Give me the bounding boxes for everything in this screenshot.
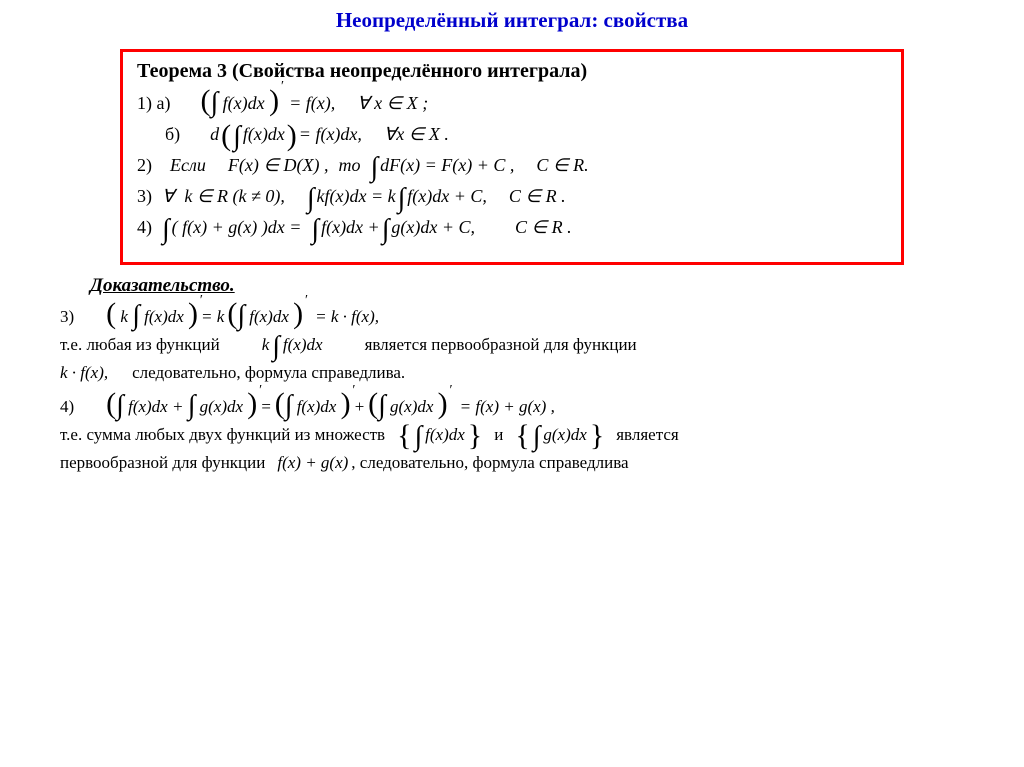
body: f(x)dx	[249, 307, 289, 326]
tail: C ∈ R .	[515, 217, 572, 238]
expr: f(x)dx +	[321, 217, 380, 238]
proof-body: 3) ( k ∫ f(x)dx )′ = k (∫ f(x)dx )′ = k …	[60, 307, 984, 473]
k: k	[120, 307, 128, 326]
rhs: = k · f(x),	[315, 307, 379, 327]
eq: =	[260, 397, 271, 417]
set: g(x)dx	[543, 425, 586, 445]
page-title: Неопределённый интеграл: свойства	[0, 0, 1024, 33]
text: т.е. сумма любых двух функций из множест…	[60, 425, 385, 445]
tail: C ∈ R .	[509, 186, 566, 207]
proof-4-text2: первообразной для функции f(x) + g(x) , …	[60, 453, 984, 473]
expr: dF(x) = F(x) + C ,	[380, 155, 514, 176]
tail: ∀ x ∈ X ;	[357, 93, 428, 114]
text: , следовательно, формула справедлива	[351, 453, 628, 473]
fn: f(x) + g(x)	[277, 453, 348, 473]
text: первообразной для функции	[60, 453, 265, 473]
expr: ( f(x) + g(x) )dx =	[172, 217, 302, 238]
theorem-heading: Теорема 3 (Свойства неопределённого инте…	[137, 60, 887, 83]
tail: C ∈ R.	[536, 155, 588, 176]
expr: = f(x),	[289, 93, 335, 114]
expr: f(x)dx	[243, 124, 285, 145]
proof-3-eq: 3) ( k ∫ f(x)dx )′ = k (∫ f(x)dx )′ = k …	[60, 307, 984, 327]
label-4: 4)	[137, 217, 152, 238]
e: f(x)dx	[297, 397, 337, 416]
e: f(x)dx +	[128, 397, 183, 416]
d: d	[210, 124, 219, 145]
proof-heading: Доказательство.	[90, 275, 1024, 297]
proof-3-text1: т.е. любая из функций k ∫ f(x)dx являетс…	[60, 335, 984, 355]
set: f(x)dx	[425, 425, 465, 445]
fn: k · f(x),	[60, 363, 108, 383]
rhs: = f(x) + g(x) ,	[460, 397, 555, 417]
plus: +	[354, 397, 365, 417]
text: является	[616, 425, 678, 445]
theorem-line-2: 2) Если F(x) ∈ D(X) , то ∫ dF(x) = F(x) …	[137, 155, 887, 176]
body: f(x)dx	[283, 335, 323, 355]
label-3: 3)	[60, 307, 74, 327]
label-3: 3)	[137, 186, 152, 207]
label-1b: б)	[165, 124, 180, 145]
theorem-line-1a: 1) а) (∫ f(x)dx )′ = f(x), ∀ x ∈ X ;	[137, 93, 887, 114]
and: и	[494, 425, 503, 445]
label-1a: 1) а)	[137, 93, 170, 114]
k: k	[262, 335, 270, 355]
body: f(x)dx	[144, 307, 184, 326]
cond: F(x) ∈ D(X) ,	[228, 155, 329, 176]
e: g(x)dx	[390, 397, 433, 416]
mid: = k	[201, 307, 224, 327]
expr: = f(x)dx,	[299, 124, 362, 145]
expr: kf(x)dx = k	[317, 186, 396, 207]
text: следовательно, формула справедлива.	[132, 363, 405, 383]
text: является первообразной для функции	[365, 335, 637, 355]
e: g(x)dx	[200, 397, 243, 416]
theorem-line-1b: б) d (∫ f(x)dx ) = f(x)dx, ∀x ∈ X .	[137, 124, 887, 145]
proof-4-eq: 4) (∫ f(x)dx + ∫ g(x)dx )′ = (∫ f(x)dx )…	[60, 397, 984, 417]
label-4: 4)	[60, 397, 74, 417]
text: т.е. любая из функций	[60, 335, 220, 355]
theorem-line-4: 4) ∫ ( f(x) + g(x) )dx = ∫ f(x)dx + ∫ g(…	[137, 217, 887, 238]
proof-3-text2: k · f(x), следовательно, формула справед…	[60, 363, 984, 383]
tail: ∀x ∈ X .	[384, 124, 449, 145]
theorem-box: Теорема 3 (Свойства неопределённого инте…	[120, 49, 904, 265]
label-2: 2)	[137, 155, 152, 176]
proof-4-text1: т.е. сумма любых двух функций из множест…	[60, 425, 984, 445]
expr: f(x)dx + C,	[407, 186, 487, 207]
text: то	[338, 155, 360, 176]
forall: ∀	[162, 186, 174, 207]
theorem-line-3: 3) ∀ k ∈ R (k ≠ 0), ∫ kf(x)dx = k ∫ f(x)…	[137, 186, 887, 207]
text: Если	[170, 155, 206, 176]
expr: f(x)dx	[223, 93, 265, 113]
expr: g(x)dx + C,	[391, 217, 475, 238]
cond: k ∈ R (k ≠ 0),	[184, 186, 285, 207]
